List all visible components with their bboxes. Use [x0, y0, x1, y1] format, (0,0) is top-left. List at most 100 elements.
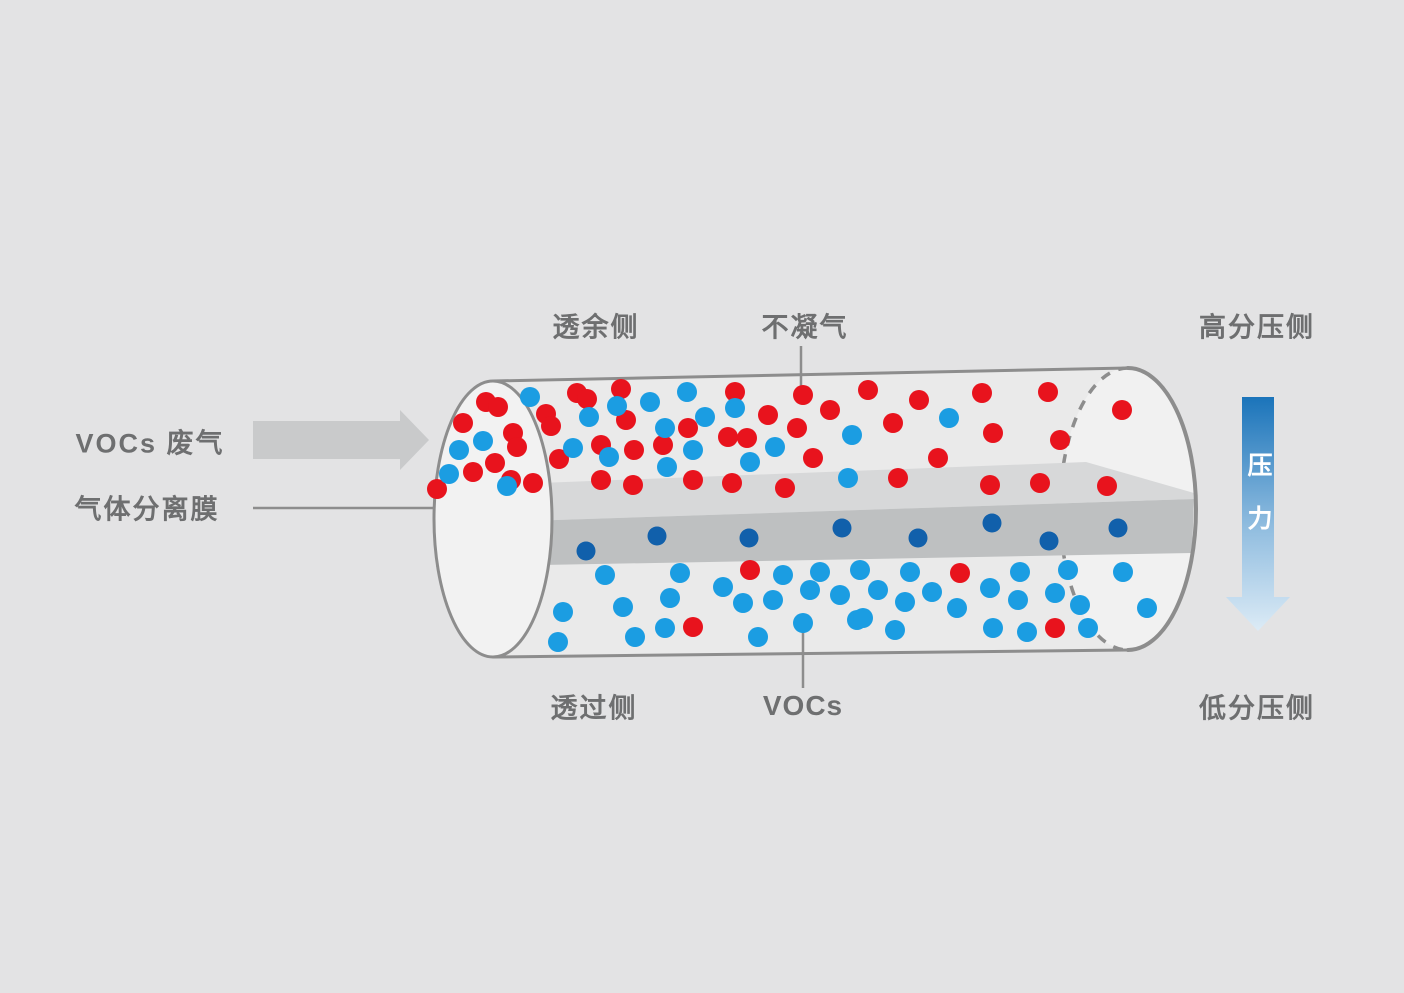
- retentate-red-molecule: [972, 383, 992, 403]
- retentate-blue-molecule: [563, 438, 583, 458]
- permeate-blue-molecule: [793, 613, 813, 633]
- retentate-red-molecule: [820, 400, 840, 420]
- permeate-blue-molecule: [1008, 590, 1028, 610]
- retentate-blue-molecule: [607, 396, 627, 416]
- permeate-blue-molecule: [980, 578, 1000, 598]
- permeate-blue-molecule: [868, 580, 888, 600]
- permeate-blue-molecule: [1017, 622, 1037, 642]
- retentate-red-molecule: [787, 418, 807, 438]
- permeate-blue-molecule: [1078, 618, 1098, 638]
- retentate-red-molecule: [803, 448, 823, 468]
- retentate-red-molecule: [427, 479, 447, 499]
- pressure-arrow: [1226, 397, 1290, 631]
- permeate-blue-molecule: [1113, 562, 1133, 582]
- retentate-blue-molecule: [725, 398, 745, 418]
- permeate-red-molecule: [683, 617, 703, 637]
- membrane-permeating-molecule: [1039, 531, 1059, 551]
- cylinder-top-edge: [492, 366, 1129, 383]
- permeate-blue-molecule: [773, 565, 793, 585]
- molecule-layer: [427, 379, 1157, 652]
- membrane-permeating-molecule: [1108, 518, 1128, 538]
- cylinder-bottom-edge: [492, 648, 1129, 659]
- permeate-red-molecule: [950, 563, 970, 583]
- retentate-red-molecule: [591, 470, 611, 490]
- permeate-blue-molecule: [660, 588, 680, 608]
- permeate-blue-molecule: [625, 627, 645, 647]
- retentate-red-molecule: [541, 416, 561, 436]
- permeate-blue-molecule: [748, 627, 768, 647]
- retentate-blue-molecule: [439, 464, 459, 484]
- permeate-blue-molecule: [713, 577, 733, 597]
- permeate-red-molecule: [1045, 618, 1065, 638]
- retentate-red-molecule: [725, 382, 745, 402]
- permeate-blue-molecule: [1070, 595, 1090, 615]
- permeate-blue-molecule: [1058, 560, 1078, 580]
- retentate-red-molecule: [775, 478, 795, 498]
- retentate-blue-molecule: [655, 418, 675, 438]
- noncondensable-gas-label: 不凝气: [761, 312, 849, 343]
- retentate-red-molecule: [928, 448, 948, 468]
- permeate-blue-molecule: [553, 602, 573, 622]
- retentate-red-molecule: [507, 437, 527, 457]
- retentate-blue-molecule: [640, 392, 660, 412]
- retentate-blue-molecule: [497, 476, 517, 496]
- retentate-red-molecule: [980, 475, 1000, 495]
- retentate-red-molecule: [858, 380, 878, 400]
- retentate-red-molecule: [883, 413, 903, 433]
- retentate-red-molecule: [611, 379, 631, 399]
- permeate-blue-molecule: [1010, 562, 1030, 582]
- retentate-blue-molecule: [579, 407, 599, 427]
- permeate-blue-molecule: [655, 618, 675, 638]
- retentate-red-molecule: [793, 385, 813, 405]
- permeate-blue-molecule: [853, 608, 873, 628]
- retentate-blue-molecule: [473, 431, 493, 451]
- feed-label: VOCs 废气: [75, 428, 225, 459]
- permeate-red-molecule: [740, 560, 760, 580]
- retentate-red-molecule: [488, 397, 508, 417]
- permeate-blue-molecule: [733, 593, 753, 613]
- retentate-blue-molecule: [765, 437, 785, 457]
- retentate-blue-molecule: [449, 440, 469, 460]
- retentate-red-molecule: [453, 413, 473, 433]
- retentate-red-molecule: [624, 440, 644, 460]
- permeate-blue-molecule: [548, 632, 568, 652]
- retentate-red-molecule: [1112, 400, 1132, 420]
- retentate-red-molecule: [718, 427, 738, 447]
- retentate-red-molecule: [1097, 476, 1117, 496]
- low-partial-pressure-side-label: 低分压侧: [1199, 693, 1315, 724]
- retentate-red-molecule: [1038, 382, 1058, 402]
- retentate-blue-molecule: [695, 407, 715, 427]
- high-partial-pressure-side-label: 高分压侧: [1199, 312, 1315, 343]
- permeate-blue-molecule: [900, 562, 920, 582]
- retentate-blue-molecule: [842, 425, 862, 445]
- retentate-red-molecule: [683, 470, 703, 490]
- vocs-label: VOCs: [762, 690, 844, 721]
- permeate-blue-molecule: [595, 565, 615, 585]
- retentate-red-molecule: [737, 428, 757, 448]
- permeate-blue-molecule: [1137, 598, 1157, 618]
- permeate-blue-molecule: [670, 563, 690, 583]
- retentate-blue-molecule: [677, 382, 697, 402]
- retentate-blue-molecule: [657, 457, 677, 477]
- permeate-blue-molecule: [1045, 583, 1065, 603]
- retentate-red-molecule: [623, 475, 643, 495]
- permeate-blue-molecule: [922, 582, 942, 602]
- retentate-red-molecule: [485, 453, 505, 473]
- cylinder-left-cap: [432, 379, 554, 659]
- retentate-red-molecule: [1030, 473, 1050, 493]
- retentate-red-molecule: [888, 468, 908, 488]
- permeate-blue-molecule: [983, 618, 1003, 638]
- membrane-label: 气体分离膜: [74, 494, 220, 525]
- permeate-blue-molecule: [850, 560, 870, 580]
- retentate-blue-molecule: [740, 452, 760, 472]
- membrane-permeating-molecule: [647, 526, 667, 546]
- membrane-permeating-molecule: [832, 518, 852, 538]
- permeate-blue-molecule: [830, 585, 850, 605]
- permeate-blue-molecule: [895, 592, 915, 612]
- retentate-red-molecule: [983, 423, 1003, 443]
- retentate-red-molecule: [678, 418, 698, 438]
- membrane-permeating-molecule: [908, 528, 928, 548]
- cylinder-right-wall: [1126, 366, 1198, 652]
